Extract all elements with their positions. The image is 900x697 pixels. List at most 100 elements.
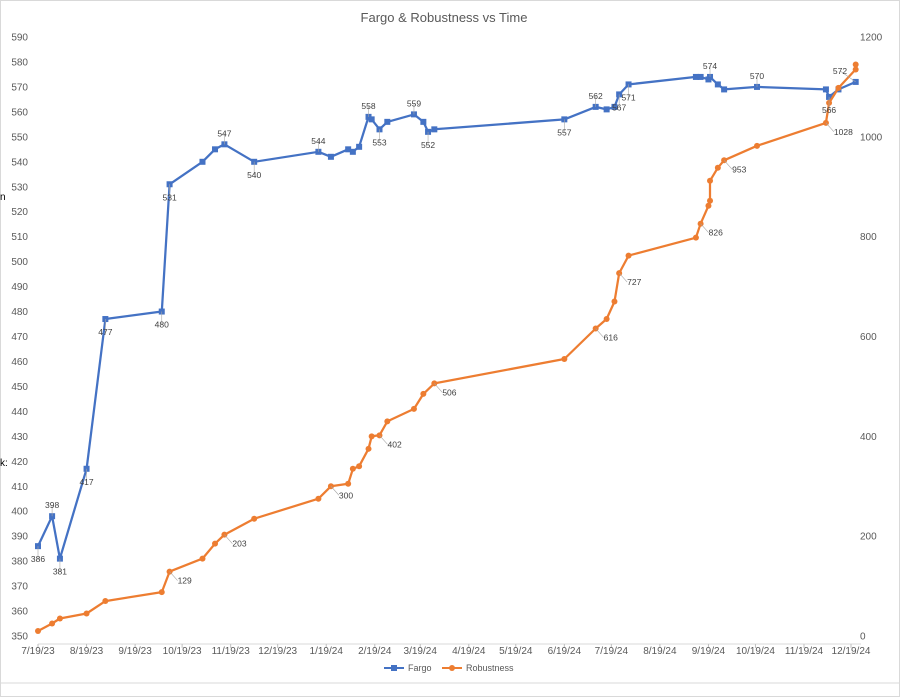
- x-axis: 7/19/23 8/19/23 9/19/23 10/19/23 11/19/23 12/…: [0, 643, 900, 684]
- robustness-data-label: 727: [627, 277, 641, 287]
- fargo-data-label: 562: [589, 91, 603, 101]
- fargo-point: [199, 158, 206, 165]
- fargo-data-label: 386: [31, 554, 45, 564]
- robustness-point: [368, 433, 375, 440]
- edge-fragment-upper: n: [0, 192, 6, 203]
- fargo-data-label: 531: [162, 192, 176, 202]
- robustness-point: [705, 202, 712, 209]
- data-labels: 386 398 381 417 477 480 531 547 540 544 558 553 559 5…: [31, 61, 856, 586]
- y-right-tick-label: 1000: [860, 132, 883, 143]
- fargo-point: [345, 146, 352, 153]
- fargo-point: [431, 126, 438, 133]
- fargo-data-label: 540: [247, 170, 261, 180]
- fargo-point: [327, 153, 334, 160]
- robustness-point: [603, 316, 610, 323]
- robustness-point: [707, 177, 714, 184]
- robustness-point: [420, 390, 427, 397]
- fargo-data-label: 566: [822, 105, 836, 115]
- fargo-data-label: 558: [361, 101, 375, 111]
- y-left-tick-label: 390: [11, 532, 28, 543]
- edge-fragment-lower: k:: [0, 458, 8, 469]
- fargo-data-label: 480: [155, 320, 169, 330]
- fargo-data-label: 559: [407, 98, 421, 108]
- y-left-tick-label: 550: [11, 132, 28, 143]
- x-tick-label: 11/19/24: [785, 646, 824, 657]
- x-tick-label: 9/19/24: [692, 646, 726, 657]
- y-right-tick-label: 0: [860, 632, 866, 643]
- x-tick-label: 7/19/23: [21, 646, 55, 657]
- x-tick-label: 8/19/23: [70, 646, 104, 657]
- robustness-data-label: 506: [442, 387, 456, 397]
- chart-title: Fargo & Robustness vs Time: [361, 10, 528, 25]
- y-left-tick-label: 430: [11, 432, 28, 443]
- robustness-data-label: 203: [232, 539, 246, 549]
- fargo-point: [822, 86, 829, 93]
- x-tick-label: 8/19/24: [643, 646, 677, 657]
- y-left-tick-label: 520: [11, 207, 28, 218]
- robustness-label-leader: [595, 328, 604, 338]
- robustness-point: [611, 298, 618, 305]
- fargo-point: [697, 73, 704, 80]
- fargo-data-label: 381: [53, 567, 67, 577]
- fargo-point: [611, 103, 618, 110]
- y-left-tick-label: 450: [11, 382, 28, 393]
- x-tick-label: 12/19/24: [832, 646, 871, 657]
- robustness-point: [83, 610, 90, 617]
- robustness-data-label: 300: [339, 490, 353, 500]
- robustness-point: [35, 628, 41, 635]
- robustness-label-leader: [700, 223, 709, 233]
- robustness-label-leader: [224, 534, 233, 544]
- fargo-data-label: 544: [311, 136, 325, 146]
- y-left-tick-label: 380: [11, 557, 28, 568]
- fargo-data-label: 547: [217, 128, 231, 138]
- robustness-point: [625, 252, 632, 259]
- robustness-point: [692, 234, 699, 241]
- y-left-tick-label: 530: [11, 182, 28, 193]
- y-left-tick-label: 590: [11, 33, 28, 44]
- robustness-point: [199, 555, 206, 562]
- robustness-data-label: 953: [732, 164, 746, 174]
- robustness-label-leader: [330, 486, 340, 496]
- robustness-label-leader: [379, 435, 388, 445]
- y-left-tick-label: 500: [11, 257, 28, 268]
- robustness-point: [852, 61, 859, 68]
- legend: Fargo Robustness: [384, 663, 514, 673]
- y-left-tick-label: 440: [11, 407, 28, 418]
- robustness-point: [835, 84, 842, 91]
- y-left-tick-label: 350: [11, 632, 28, 643]
- x-tick-label: 9/19/23: [118, 646, 152, 657]
- x-tick-label: 3/19/24: [404, 646, 438, 657]
- robustness-data-label: 1028: [834, 127, 853, 137]
- y-right-tick-label: 1200: [860, 33, 883, 44]
- fargo-point: [603, 106, 610, 113]
- y-left-tick-label: 580: [11, 57, 28, 68]
- robustness-point: [384, 418, 391, 425]
- fargo-data-label: 574: [703, 61, 717, 71]
- robustness-point: [714, 164, 721, 171]
- legend-fargo-marker: [391, 665, 397, 671]
- fargo-point: [721, 86, 728, 93]
- fargo-data-label: 572: [833, 66, 847, 76]
- robustness-point: [345, 480, 352, 487]
- fargo-point: [692, 73, 699, 80]
- y-left-tick-label: 480: [11, 307, 28, 318]
- robustness-point: [212, 540, 219, 547]
- x-tick-label: 7/19/24: [595, 646, 629, 657]
- y-left-tick-label: 510: [11, 232, 28, 243]
- y-right-tick-label: 400: [860, 432, 877, 443]
- y-left-tick-label: 570: [11, 82, 28, 93]
- robustness-point: [365, 445, 372, 452]
- y-left-tick-label: 360: [11, 607, 28, 618]
- robustness-data-label: 616: [604, 333, 618, 343]
- robustness-label-leader: [169, 571, 178, 581]
- legend-fargo-label: Fargo: [408, 663, 432, 673]
- x-tick-label: 4/19/24: [452, 646, 486, 657]
- robustness-label-leader: [618, 272, 628, 283]
- fargo-data-label: 553: [372, 137, 386, 147]
- fargo-data-label: 552: [421, 140, 435, 150]
- x-tick-label: 10/19/23: [163, 646, 202, 657]
- robustness-point: [49, 620, 56, 627]
